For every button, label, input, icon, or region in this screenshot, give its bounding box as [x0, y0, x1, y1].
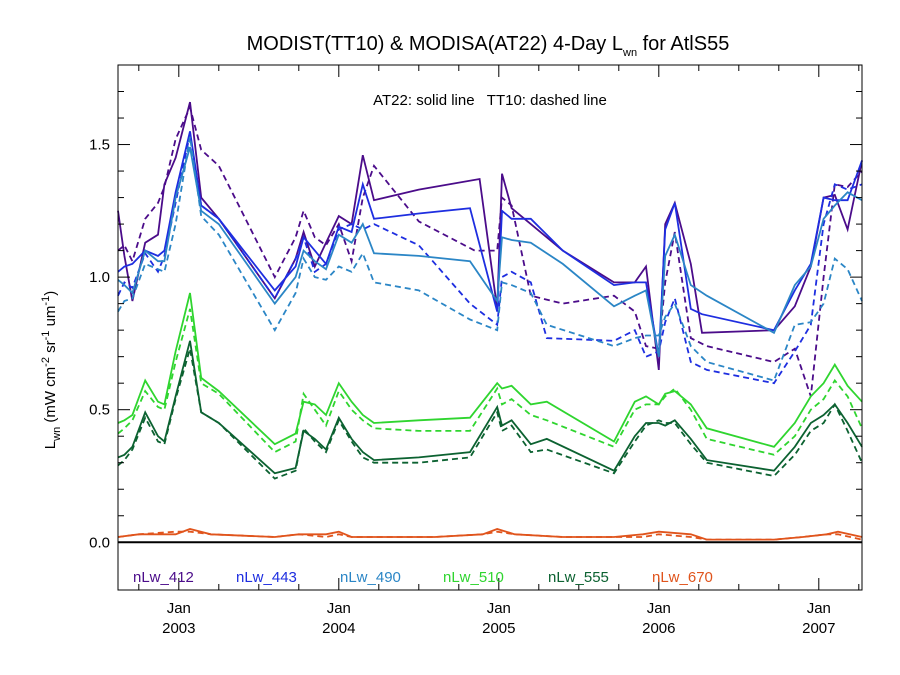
series-line-nlw-510-solid: [117, 292, 863, 448]
y-tick-label: 0.0: [89, 534, 110, 551]
axes: 0.0 0.5 1.0 1.5 Jan 2003 Jan 2004 Jan 2005 Jan 2006…: [89, 64, 863, 637]
legend-item-nlw-443: nLw_443: [236, 569, 297, 586]
legend-item-nlw-490: nLw_490: [340, 569, 401, 586]
legend: nLw_412 nLw_443 nLw_490 nLw_510 nLw_555 nLw_6…: [133, 569, 713, 586]
series-line-nlw-490-solid: [117, 146, 863, 357]
series-line-nlw-555-solid: [117, 340, 863, 475]
line-style-note: AT22: solid line TT10: dashed line: [373, 92, 607, 109]
plot-area: [117, 101, 863, 544]
x-tick-label-year: 2005: [482, 620, 515, 637]
y-tick-label: 1.5: [89, 137, 110, 154]
legend-item-nlw-510: nLw_510: [443, 569, 504, 586]
x-tick-label-month: Jan: [167, 600, 191, 617]
x-tick-label-month: Jan: [647, 600, 671, 617]
plot-frame: [117, 64, 863, 591]
x-tick-label-month: Jan: [487, 600, 511, 617]
legend-item-nlw-412: nLw_412: [133, 569, 194, 586]
y-axis-label: Lwn (mW cm-2 sr-1 um-1): [40, 291, 63, 449]
legend-item-nlw-555: nLw_555: [548, 569, 609, 586]
series-line-nlw-490-dashed: [117, 136, 863, 382]
y-tick-label: 0.5: [89, 402, 110, 419]
x-tick-label-year: 2003: [162, 620, 195, 637]
x-tick-label-year: 2004: [322, 620, 355, 637]
x-tick-label-year: 2007: [802, 620, 835, 637]
y-tick-label: 1.0: [89, 269, 110, 286]
chart-title: MODIST(TT10) & MODISA(AT22) 4-Day Lwn fo…: [247, 33, 730, 59]
series-line-nlw-443-dashed: [117, 133, 863, 385]
legend-item-nlw-670: nLw_670: [652, 569, 713, 586]
series-line-nlw-443-solid: [117, 131, 863, 357]
x-tick-label-year: 2006: [642, 620, 675, 637]
x-tick-label-month: Jan: [327, 600, 351, 617]
series-line-nlw-555-dashed: [117, 348, 863, 480]
series-line-nlw-670-solid: [117, 528, 863, 541]
series-line-nlw-412-solid: [117, 101, 863, 371]
series-line-nlw-510-dashed: [117, 308, 863, 456]
x-tick-label-month: Jan: [807, 600, 831, 617]
